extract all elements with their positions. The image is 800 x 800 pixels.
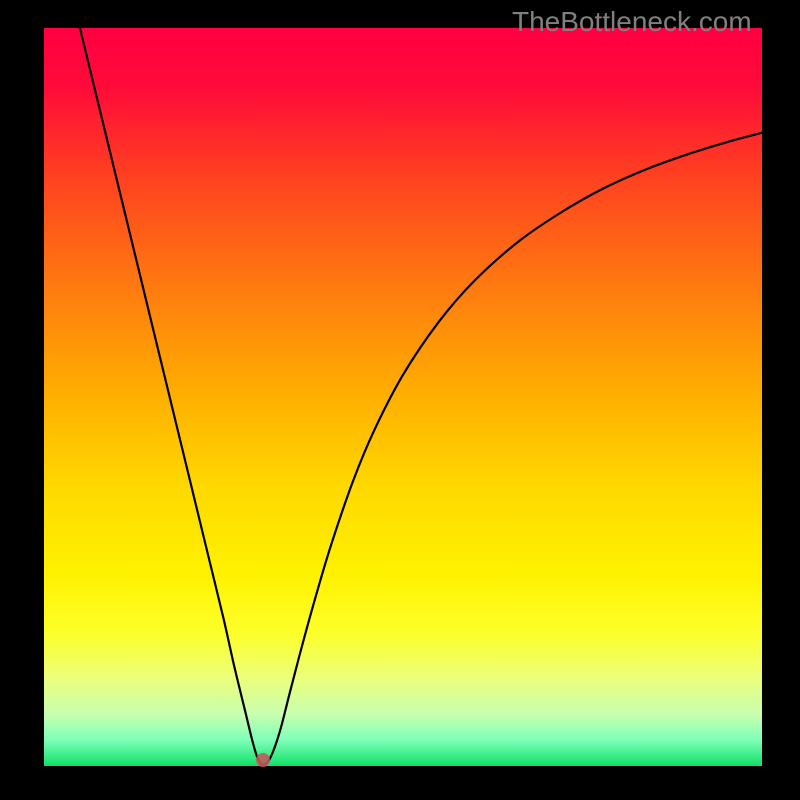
- plot-area: [44, 28, 762, 766]
- watermark-text: TheBottleneck.com: [512, 6, 752, 38]
- bottleneck-curve: [44, 28, 762, 766]
- min-point-marker: [256, 753, 270, 767]
- chart-frame: { "chart": { "type": "heatmap-curve", "f…: [0, 0, 800, 800]
